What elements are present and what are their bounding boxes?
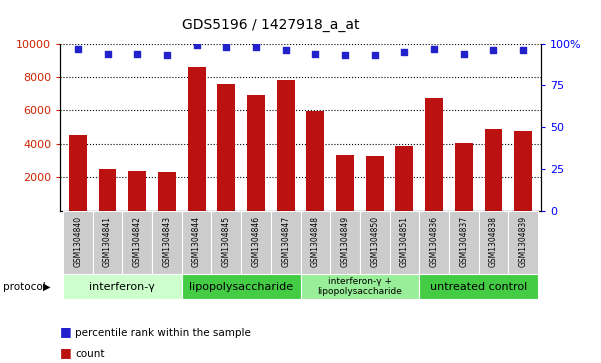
Point [132,51,142,57]
Text: GDS5196 / 1427918_a_at: GDS5196 / 1427918_a_at [182,18,359,32]
Bar [247,95,265,211]
Text: protocol: protocol [3,282,46,292]
Text: untreated control: untreated control [430,282,527,292]
Point [222,44,231,50]
Bar [419,274,538,299]
Bar [212,211,241,274]
Bar [218,85,235,211]
Bar [300,274,419,299]
Text: GSM1304845: GSM1304845 [222,216,231,266]
Bar [129,171,146,211]
Bar [478,211,508,274]
Text: GSM1304844: GSM1304844 [192,216,201,266]
Bar [455,143,472,211]
Text: interferon-γ: interferon-γ [90,282,156,292]
Text: lipopolysaccharide: lipopolysaccharide [189,282,293,292]
Text: GSM1304849: GSM1304849 [341,216,350,266]
Bar [123,211,152,274]
Text: GSM1304847: GSM1304847 [281,216,290,266]
Text: ■: ■ [60,346,72,359]
Text: ▶: ▶ [43,282,50,292]
Bar [99,169,117,211]
Bar [188,67,206,211]
Bar [271,211,300,274]
Point [340,52,350,58]
Text: GSM1304850: GSM1304850 [370,216,379,266]
Text: GSM1304851: GSM1304851 [400,216,409,266]
Bar [63,211,93,274]
Text: ■: ■ [60,325,72,338]
Point [162,52,172,58]
Point [518,47,528,53]
Point [73,46,83,52]
Point [251,44,261,50]
Text: percentile rank within the sample: percentile rank within the sample [75,327,251,338]
Bar [330,211,360,274]
Text: GSM1304839: GSM1304839 [519,216,528,266]
Point [459,51,469,57]
Bar [182,274,300,299]
Point [311,51,320,57]
Bar [300,211,330,274]
Bar [93,211,123,274]
Bar [514,131,532,211]
Bar [360,211,389,274]
Bar [449,211,478,274]
Point [400,49,409,55]
Text: GSM1304846: GSM1304846 [251,216,260,266]
Text: GSM1304840: GSM1304840 [73,216,82,266]
Bar [241,211,271,274]
Bar [395,146,413,211]
Point [489,47,498,53]
Text: GSM1304838: GSM1304838 [489,216,498,266]
Bar [276,80,294,211]
Text: GSM1304841: GSM1304841 [103,216,112,266]
Point [192,42,201,48]
Text: GSM1304837: GSM1304837 [459,216,468,266]
Bar [63,274,182,299]
Bar [182,211,212,274]
Text: GSM1304843: GSM1304843 [162,216,171,266]
Text: count: count [75,349,105,359]
Bar [389,211,419,274]
Bar [152,211,182,274]
Text: GSM1304842: GSM1304842 [133,216,142,266]
Bar [366,156,383,211]
Point [370,52,379,58]
Text: GSM1304836: GSM1304836 [430,216,439,266]
Bar [69,135,87,211]
Bar [336,155,354,211]
Bar [425,98,443,211]
Text: interferon-γ +
lipopolysaccharide: interferon-γ + lipopolysaccharide [317,277,402,297]
Point [429,46,439,52]
Bar [508,211,538,274]
Bar [419,211,449,274]
Bar [307,111,325,211]
Point [281,47,290,53]
Point [103,51,112,57]
Bar [484,129,502,211]
Text: GSM1304848: GSM1304848 [311,216,320,266]
Bar [158,172,176,211]
